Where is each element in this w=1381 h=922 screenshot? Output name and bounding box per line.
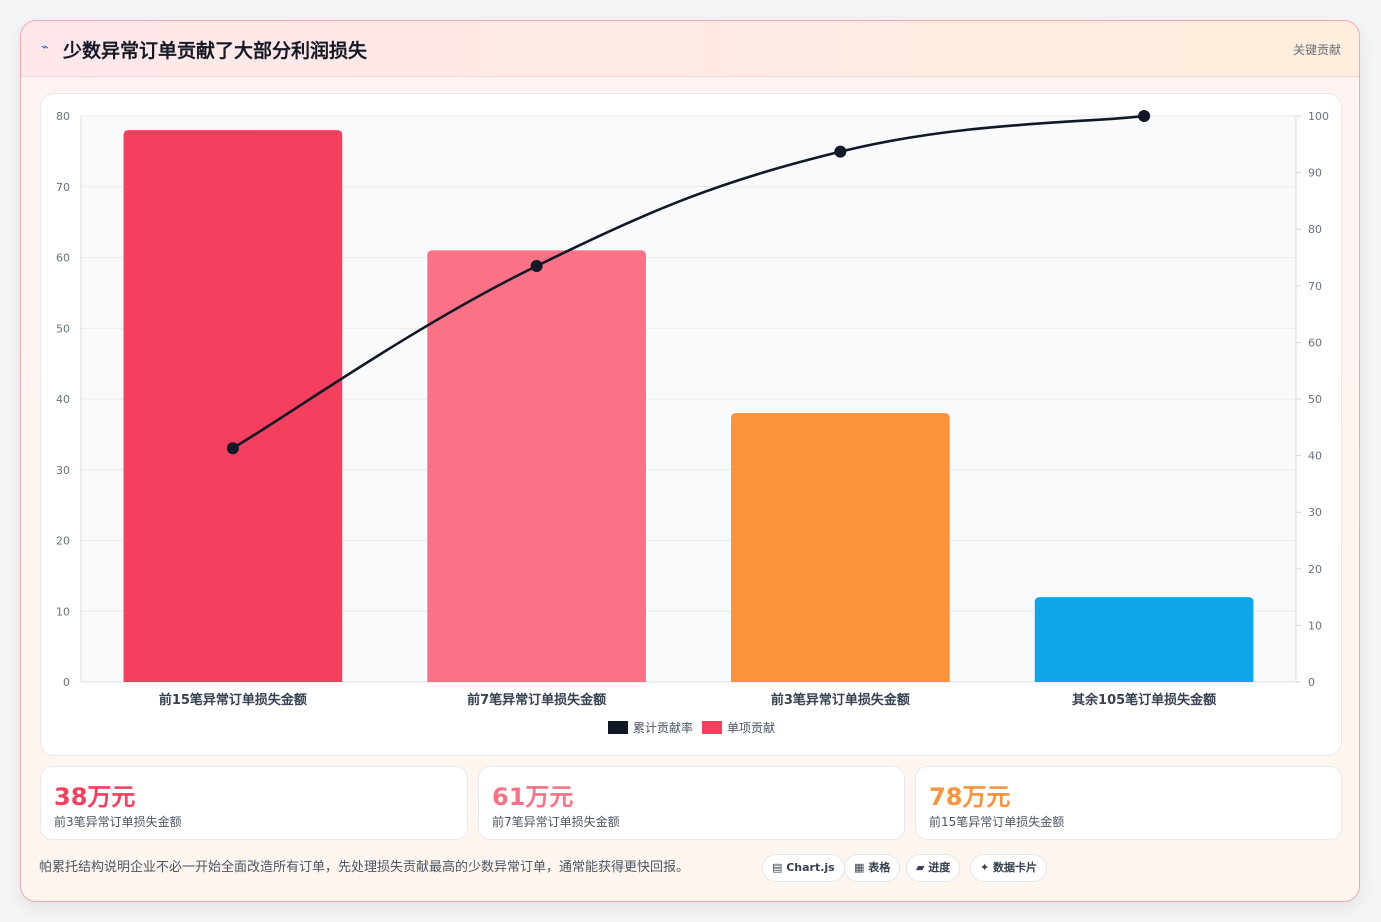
bar <box>427 250 646 683</box>
cumulative-line <box>232 114 1145 450</box>
y-left-tick: 60 <box>56 252 70 265</box>
y-left-tick: 0 <box>63 676 70 689</box>
chart-canvas: 0 10 20 30 40 50 60 70 80 0 10 20 30 40 50 60 70 80 90 100 前… <box>56 110 1329 735</box>
bar <box>731 413 950 682</box>
card-header: ⌁ 少数异常订单贡献了大部分利润损失 关键贡献 <box>21 21 1359 77</box>
pareto-chart: 0 10 20 30 40 50 60 70 80 0 10 20 30 40 50 60 70 80 90 100 前… <box>40 93 1342 756</box>
stat-label: 前15笔异常订单损失金额 <box>929 815 1065 829</box>
chip-data-card[interactable]: ✦ 数据卡片 <box>970 854 1048 882</box>
legend-label: 单项贡献 <box>727 720 775 735</box>
legend-swatch <box>608 721 628 734</box>
y-right-tick: 30 <box>1308 506 1322 519</box>
y-left-tick: 50 <box>56 322 70 335</box>
y-left-tick: 20 <box>56 535 70 548</box>
stat-value: 78万元 <box>929 783 1011 811</box>
y-left-tick: 70 <box>56 181 70 194</box>
bar <box>1034 597 1254 682</box>
y-right-tick: 100 <box>1308 110 1329 123</box>
chip-chartjs[interactable]: ▤ Chart.js <box>762 854 845 882</box>
line-point <box>226 442 239 455</box>
line-point <box>530 259 543 272</box>
x-tick-label: 前3笔异常订单损失金额 <box>771 692 910 708</box>
y-left-tick: 10 <box>56 605 70 618</box>
lightning-icon: ⌁ <box>41 40 49 55</box>
y-right-tick: 10 <box>1308 619 1322 632</box>
line-point <box>1138 110 1151 122</box>
x-tick-label: 前7笔异常订单损失金额 <box>467 692 606 708</box>
stat-card-top3: 38万元 前3笔异常订单损失金额 <box>40 766 468 840</box>
stat-value: 38万元 <box>54 783 136 811</box>
x-tick-label: 前15笔异常订单损失金额 <box>159 692 307 708</box>
stat-card-top7: 61万元 前7笔异常订单损失金额 <box>478 766 905 840</box>
chip-progress[interactable]: ▰ 进度 <box>906 854 961 882</box>
header-tag: 关键贡献 <box>1292 43 1341 57</box>
legend-label: 累计贡献率 <box>633 720 693 735</box>
y-left-tick: 80 <box>56 110 70 123</box>
y-right-tick: 20 <box>1308 563 1322 576</box>
stat-label: 前3笔异常订单损失金额 <box>54 815 182 829</box>
chip-table[interactable]: ▦ 表格 <box>844 854 901 882</box>
y-right-tick: 90 <box>1308 167 1322 180</box>
y-right-tick: 40 <box>1308 450 1322 463</box>
y-right-tick: 70 <box>1308 280 1322 293</box>
card-title: 少数异常订单贡献了大部分利润损失 <box>63 40 368 62</box>
y-right-tick: 0 <box>1308 676 1315 689</box>
y-right-tick: 60 <box>1308 336 1322 349</box>
y-right-tick: 80 <box>1308 223 1322 236</box>
x-tick-label: 其余105笔订单损失金额 <box>1072 692 1216 708</box>
report-card: ⌁ 少数异常订单贡献了大部分利润损失 关键贡献 0 10 20 30 40 50 60 70 8… <box>20 20 1360 902</box>
footer-note: 帕累托结构说明企业不必一开始全面改造所有订单，先处理损失贡献最高的少数异常订单，… <box>39 860 690 875</box>
line-point <box>834 145 847 158</box>
stat-card-top15: 78万元 前15笔异常订单损失金额 <box>915 766 1342 840</box>
stat-value: 61万元 <box>492 783 574 811</box>
bar <box>123 130 343 682</box>
y-left-tick: 30 <box>56 464 70 477</box>
legend-swatch <box>702 721 722 734</box>
stat-label: 前7笔异常订单损失金额 <box>492 815 620 829</box>
y-left-tick: 40 <box>56 393 70 406</box>
y-right-tick: 50 <box>1308 393 1322 406</box>
